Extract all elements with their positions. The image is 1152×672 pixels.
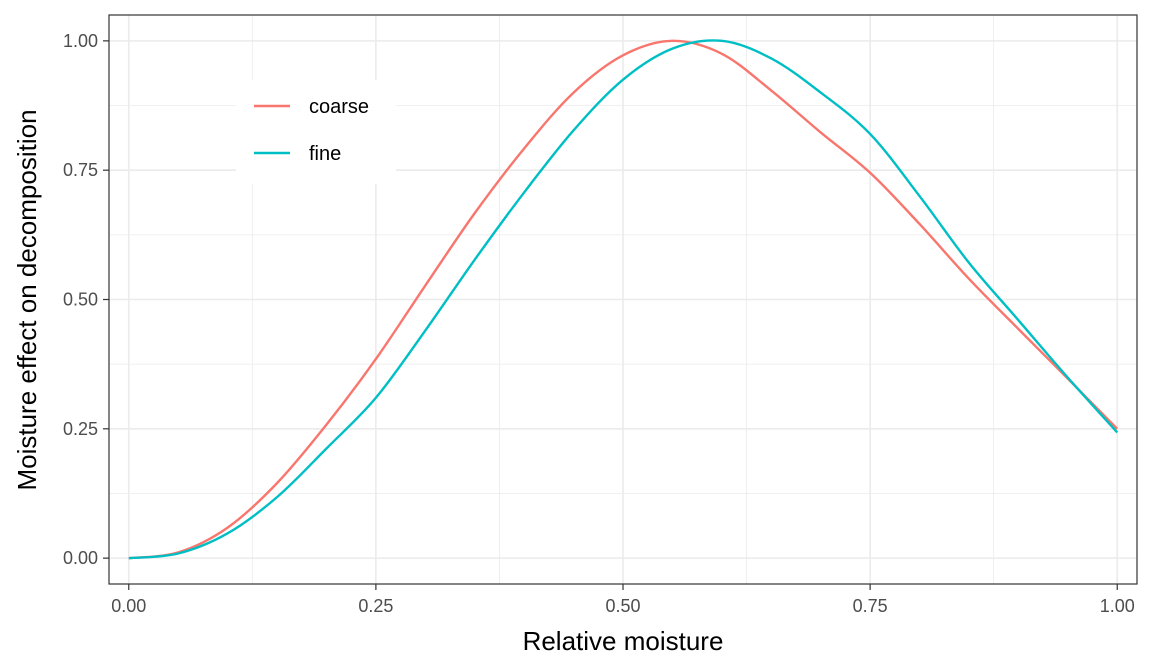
series-line-fine [128,39,1119,560]
y-axis-title: Moisture effect on decomposition [12,109,42,490]
y-tick-labels: 0.00 0.25 0.50 0.75 1.00 [63,31,98,568]
y-tick-label: 0.00 [63,548,98,568]
x-tick-label: 0.50 [605,596,640,616]
x-tick-label: 0.75 [853,596,888,616]
series-line-coarse [128,39,1119,560]
x-tick-label: 1.00 [1100,596,1135,616]
y-tick-label: 0.25 [63,419,98,439]
x-tick-label: 0.25 [358,596,393,616]
x-tick-labels: 0.00 0.25 0.50 0.75 1.00 [111,596,1135,616]
legend-label-coarse: coarse [309,96,369,118]
series-lines [128,39,1119,560]
axis-ticks [103,40,1118,590]
y-tick-label: 1.00 [63,31,98,51]
legend-label-fine: fine [309,143,341,165]
legend-background [236,80,396,184]
x-axis-title: Relative moisture [523,626,724,656]
x-tick-label: 0.00 [111,596,146,616]
legend: coarse fine [236,80,396,184]
y-tick-label: 0.50 [63,290,98,310]
y-tick-label: 0.75 [63,160,98,180]
major-gridlines [109,15,1137,584]
